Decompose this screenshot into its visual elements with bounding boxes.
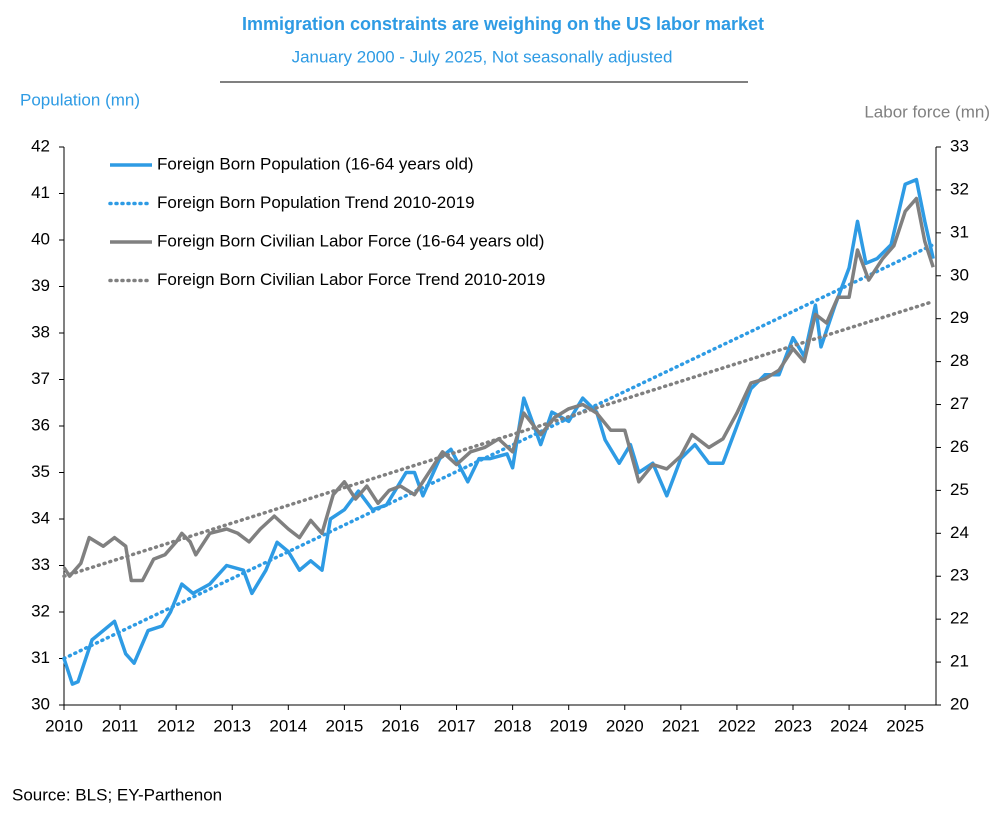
x-tick-label: 2023 xyxy=(774,716,812,735)
y-tick-label: 39 xyxy=(31,276,50,295)
chart-subtitle: January 2000 - July 2025, Not seasonally… xyxy=(292,47,673,66)
y2-tick-label: 30 xyxy=(950,265,969,284)
y-tick-label: 34 xyxy=(31,508,50,527)
x-tick-label: 2024 xyxy=(830,716,868,735)
legend-label: Foreign Born Civilian Labor Force Trend … xyxy=(157,270,545,289)
y-tick-label: 37 xyxy=(31,369,50,388)
legend-label: Foreign Born Civilian Labor Force (16-64… xyxy=(157,231,544,250)
y2-tick-label: 21 xyxy=(950,652,969,671)
y-axis-label: Population (mn) xyxy=(20,90,140,109)
chart-title: Immigration constraints are weighing on … xyxy=(242,14,764,34)
y2-tick-label: 33 xyxy=(950,136,969,155)
series-line xyxy=(62,196,935,583)
y-tick-label: 42 xyxy=(31,136,50,155)
x-tick-label: 2015 xyxy=(325,716,363,735)
y2-tick-label: 22 xyxy=(950,609,969,628)
x-tick-label: 2011 xyxy=(102,716,139,735)
x-tick-label: 2016 xyxy=(382,716,420,735)
x-tick-label: 2017 xyxy=(438,716,476,735)
series-line xyxy=(62,177,935,686)
series-line xyxy=(62,242,935,661)
x-tick-label: 2013 xyxy=(213,716,251,735)
legend-label: Foreign Born Population (16-64 years old… xyxy=(157,154,474,173)
y2-tick-label: 32 xyxy=(950,179,969,198)
x-tick-label: 2021 xyxy=(662,716,700,735)
x-tick-label: 2022 xyxy=(718,716,756,735)
series-line xyxy=(62,299,935,578)
y2-tick-label: 26 xyxy=(950,437,969,456)
x-tick-label: 2020 xyxy=(606,716,644,735)
source-note: Source: BLS; EY-Parthenon xyxy=(12,785,222,804)
y-tick-label: 38 xyxy=(31,322,50,341)
x-tick-label: 2025 xyxy=(886,716,924,735)
x-tick-label: 2014 xyxy=(269,716,307,735)
x-tick-label: 2012 xyxy=(157,716,195,735)
legend-label: Foreign Born Population Trend 2010-2019 xyxy=(157,193,475,212)
y-tick-label: 36 xyxy=(31,415,50,434)
y2-tick-label: 23 xyxy=(950,566,969,585)
y-tick-label: 31 xyxy=(31,648,50,667)
y2-tick-label: 29 xyxy=(950,308,969,327)
y2-tick-label: 28 xyxy=(950,351,969,370)
y2-tick-label: 31 xyxy=(950,222,969,241)
y2-tick-label: 24 xyxy=(950,523,969,542)
y-tick-label: 40 xyxy=(31,229,50,248)
y2-tick-label: 20 xyxy=(950,694,969,713)
x-tick-label: 2019 xyxy=(550,716,588,735)
y2-tick-label: 25 xyxy=(950,480,969,499)
y2-tick-label: 27 xyxy=(950,394,969,413)
x-tick-label: 2010 xyxy=(45,716,83,735)
x-tick-label: 2018 xyxy=(494,716,532,735)
y-tick-label: 30 xyxy=(31,694,50,713)
y-tick-label: 35 xyxy=(31,462,50,481)
y-tick-label: 32 xyxy=(31,601,50,620)
y2-axis-label: Labor force (mn) xyxy=(864,102,990,121)
y-tick-label: 41 xyxy=(31,183,50,202)
y-tick-label: 33 xyxy=(31,555,50,574)
